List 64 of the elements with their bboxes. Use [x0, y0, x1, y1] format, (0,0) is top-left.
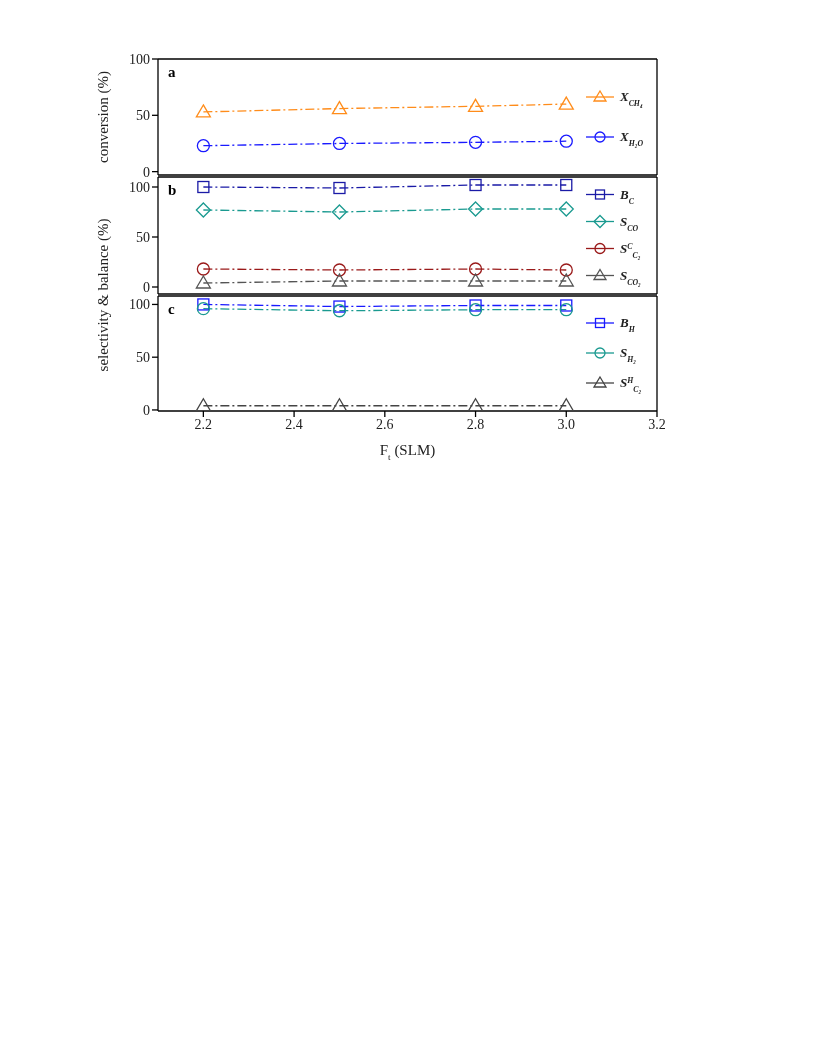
legend-label: S$_{CO}$	[620, 213, 639, 232]
point	[332, 263, 347, 277]
x-tick-label: 3.2	[648, 416, 666, 432]
y-tick-label: 100	[129, 179, 150, 195]
x-tick-label: 2.8	[466, 416, 485, 432]
point	[195, 104, 212, 118]
y-tick-label: 100	[129, 51, 150, 67]
x-tick-label: 2.2	[194, 416, 213, 432]
point	[331, 398, 348, 411]
legend-label: S$_{CO₂}$	[620, 267, 642, 286]
point	[196, 139, 211, 153]
x-tick-label: 2.4	[285, 416, 303, 432]
legend-label: X$_{H₂O}$	[619, 128, 644, 147]
point	[197, 298, 210, 311]
point	[560, 299, 573, 312]
point	[331, 204, 348, 220]
y-tick-label: 0	[143, 402, 150, 418]
x-tick-label: 3.0	[557, 416, 576, 432]
y-tick-label: 50	[136, 108, 150, 124]
y-axis-title: conversion (%)	[95, 70, 112, 164]
x-axis-title: F$_{t}$ (SLM)	[379, 442, 436, 462]
point	[196, 302, 211, 316]
legend-label: B$_{C}$	[619, 186, 636, 205]
y-tick-label: 100	[129, 297, 150, 313]
point	[559, 303, 573, 317]
point	[467, 201, 484, 217]
point	[469, 178, 482, 192]
point	[331, 273, 348, 287]
point	[469, 299, 482, 312]
point	[195, 202, 212, 218]
point	[195, 398, 212, 411]
point	[333, 300, 346, 313]
annotation: a	[168, 64, 176, 81]
y-axis-title: selectivity & balance (%)	[95, 218, 112, 372]
point	[197, 180, 210, 194]
annotation: b	[168, 182, 177, 199]
legend-label: X$_{CH₄}$	[619, 88, 644, 107]
y-tick-label: 0	[143, 164, 150, 180]
legend-label: S$_{H₂}$	[620, 345, 637, 364]
point	[332, 136, 347, 151]
point	[560, 178, 573, 192]
point	[333, 181, 346, 195]
point	[558, 201, 574, 217]
point	[467, 398, 484, 411]
point	[195, 275, 212, 289]
point	[558, 398, 574, 411]
point	[467, 273, 484, 287]
y-tick-label: 0	[143, 279, 150, 295]
point	[559, 263, 573, 277]
point	[468, 135, 483, 149]
point	[468, 262, 483, 276]
point	[468, 303, 483, 317]
point	[559, 134, 573, 148]
point	[558, 96, 574, 110]
point	[331, 100, 348, 115]
point	[332, 304, 347, 318]
point	[196, 262, 211, 276]
x-tick-label: 2.6	[376, 416, 394, 432]
y-tick-label: 50	[136, 350, 150, 366]
legend-label: B$_{H}$	[619, 315, 637, 334]
point	[558, 273, 574, 287]
y-tick-label: 50	[136, 229, 150, 245]
point	[467, 98, 484, 112]
annotation: c	[168, 301, 175, 318]
